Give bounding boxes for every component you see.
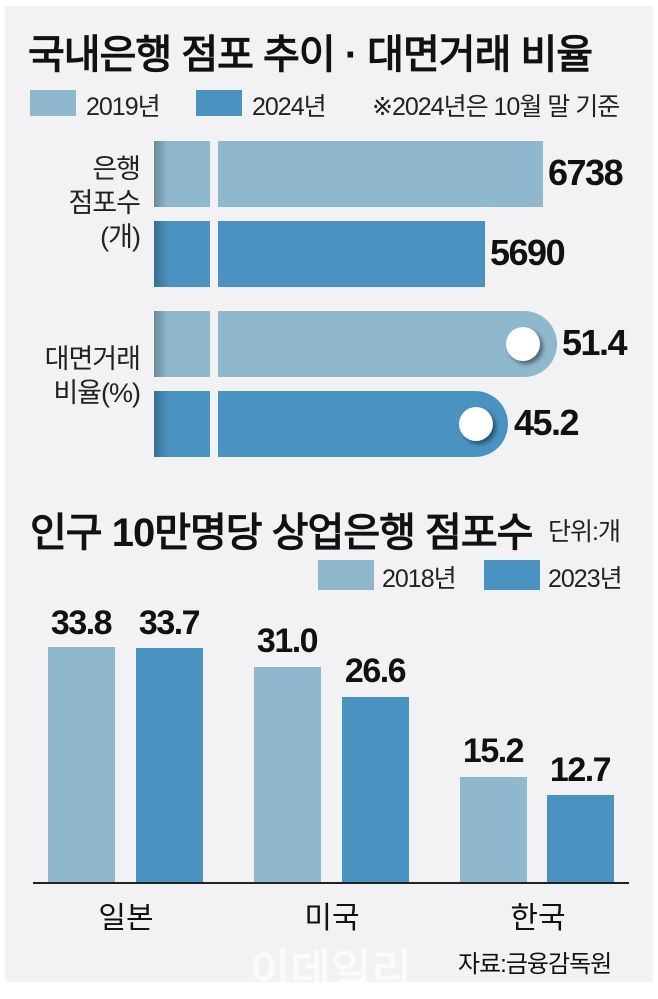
category-korea: 한국 (510, 902, 566, 935)
bar-face-to-face-2024 (154, 391, 508, 457)
legend-label-2019: 2019년 (86, 93, 161, 121)
bar-korea-2023 (547, 795, 614, 882)
value-face-to-face-2024: 45.2 (514, 402, 580, 443)
value-korea-2018: 15.2 (462, 732, 525, 770)
bar-stub (154, 391, 210, 457)
bar-stub (154, 311, 210, 377)
legend-swatch-2023 (484, 560, 540, 590)
data-note: ※2024년은 10월 말 기준 (372, 93, 620, 121)
legend-label-2023: 2023년 (548, 565, 623, 593)
value-korea-2023: 12.7 (549, 751, 612, 789)
bar-usa-2018 (254, 667, 321, 882)
value-branches-2019: 6738 (548, 152, 624, 193)
bar-japan-2018 (48, 647, 115, 882)
value-branches-2024: 5690 (490, 232, 566, 273)
label-line: 비율(%) (53, 378, 141, 408)
x-axis-baseline (33, 882, 629, 884)
value-japan-2018: 33.8 (50, 604, 113, 642)
legend-swatch-2018 (318, 560, 374, 590)
category-japan: 일본 (98, 902, 154, 935)
bar-usa-2023 (342, 697, 409, 882)
legend-swatch-2019 (30, 90, 76, 116)
category-usa: 미국 (304, 902, 360, 935)
bar-branches-2024 (154, 221, 485, 287)
bar-body (218, 311, 557, 377)
knob-icon (506, 327, 540, 361)
value-usa-2023: 26.6 (344, 652, 407, 690)
value-japan-2023: 33.7 (138, 604, 201, 642)
value-face-to-face-2019: 51.4 (562, 322, 628, 363)
group-label-face-to-face: 대면거래 비율(%) (44, 342, 141, 410)
label-line: (개) (100, 222, 141, 252)
label-line: 대면거래 (44, 344, 141, 374)
value-usa-2018: 31.0 (256, 622, 319, 660)
knob-icon (459, 407, 493, 441)
source-label: 자료:금융감독원 (458, 951, 612, 978)
bar-body (218, 221, 485, 287)
bar-body (218, 141, 543, 207)
bar-stub (154, 141, 210, 207)
unit-label: 단위:개 (548, 518, 621, 546)
label-line: 점포수 (68, 188, 141, 218)
bar-face-to-face-2019 (154, 311, 557, 377)
bar-korea-2018 (460, 777, 527, 882)
bar-branches-2019 (154, 141, 543, 207)
legend-label-2018: 2018년 (382, 565, 457, 593)
legend-swatch-2024 (196, 90, 242, 116)
group-label-branches: 은행 점포수 (개) (68, 152, 141, 254)
label-line: 은행 (92, 154, 141, 184)
legend-label-2024: 2024년 (252, 93, 327, 121)
bar-stub (154, 221, 210, 287)
watermark-logo: 이데일리 (250, 947, 412, 996)
top-chart-title: 국내은행 점포 추이 · 대면거래 비율 (28, 33, 593, 77)
bottom-chart-title: 인구 10만명당 상업은행 점포수 (30, 511, 533, 555)
bar-japan-2023 (136, 648, 203, 882)
